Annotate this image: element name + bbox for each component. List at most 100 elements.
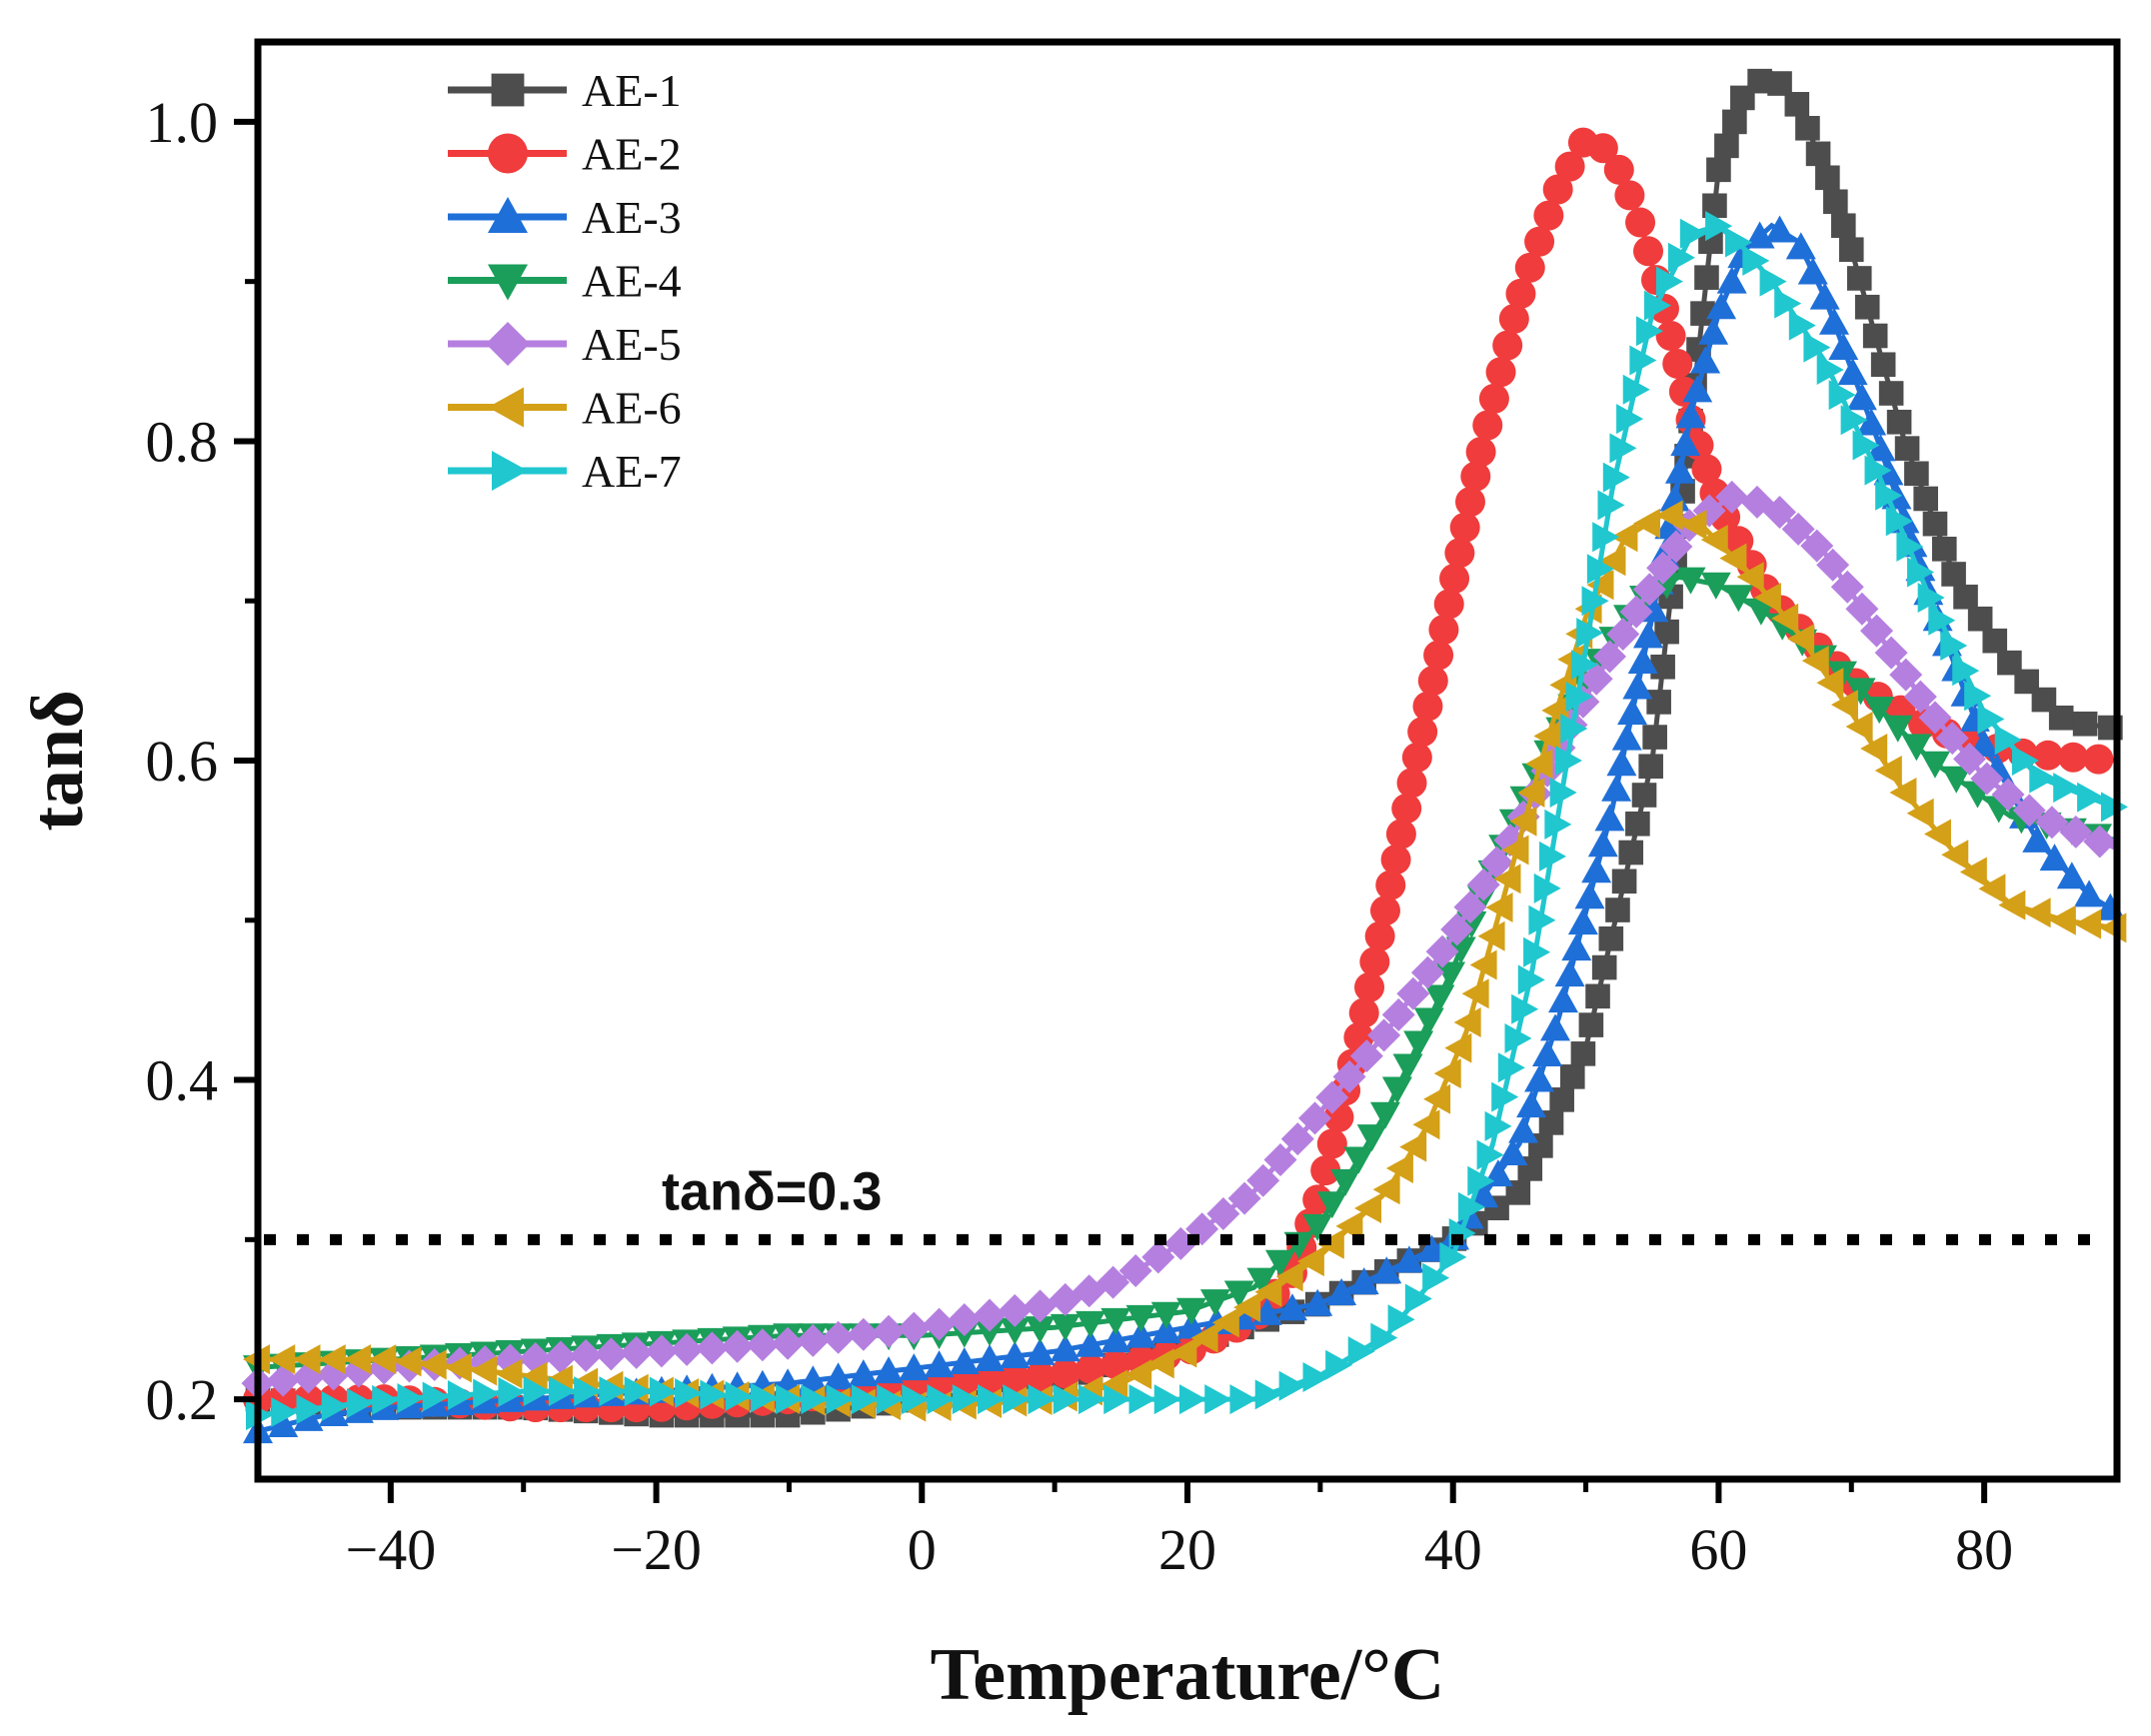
data-point (1978, 873, 2006, 904)
data-point (1190, 1322, 1218, 1353)
data-point (1856, 408, 1887, 436)
data-point (1403, 1030, 1434, 1058)
data-point (1118, 1253, 1152, 1287)
data-point (1592, 522, 1620, 553)
data-point (1492, 330, 1523, 361)
legend-marker (491, 73, 525, 107)
data-point (1484, 1110, 1512, 1141)
data-point (1953, 742, 1987, 776)
data-point (1348, 1267, 1379, 1295)
data-point (1467, 1165, 1495, 1196)
data-point (2072, 711, 2098, 737)
data-point (872, 1314, 906, 1348)
data-point (848, 1359, 879, 1387)
data-point (1100, 1325, 1131, 1353)
data-point (1439, 563, 1470, 594)
data-point (851, 1384, 879, 1415)
data-point (1682, 375, 1713, 403)
data-point (1554, 959, 1585, 987)
data-point (1440, 912, 1474, 946)
data-point (1542, 174, 1573, 205)
data-point (1380, 845, 1411, 875)
data-point (1227, 1181, 1261, 1215)
data-point (1633, 621, 1664, 649)
data-point (1332, 1059, 1366, 1093)
data-point (1585, 983, 1610, 1009)
data-point (1627, 646, 1658, 674)
data-point (1330, 1168, 1361, 1196)
data-point (675, 1377, 703, 1408)
data-point (1523, 936, 1551, 967)
data-point (1469, 949, 1497, 980)
data-point (1560, 714, 1588, 745)
data-point (444, 1352, 472, 1383)
data-point (2083, 744, 2114, 775)
data-point (1913, 486, 1938, 512)
data-point (1050, 1358, 1080, 1389)
data-point (1517, 964, 1545, 995)
data-point (1706, 292, 1737, 320)
data-point (1457, 1191, 1485, 1222)
data-point (2077, 782, 2105, 813)
data-point (1592, 640, 1626, 674)
data-point (548, 1376, 576, 1407)
data-point (1100, 1349, 1131, 1380)
data-point (948, 1303, 982, 1337)
data-point (594, 1337, 628, 1371)
data-point (1694, 265, 1719, 290)
data-point (1828, 332, 1859, 360)
data-point (1896, 531, 1924, 562)
data-point (1280, 1122, 1314, 1156)
data-point (1886, 409, 1912, 435)
data-point (1050, 1334, 1080, 1362)
data-point (1381, 1076, 1412, 1104)
data-point (1565, 682, 1593, 713)
data-point (624, 1376, 652, 1407)
data-point (1578, 1012, 1604, 1037)
y-tick-label: 1.0 (146, 90, 219, 155)
data-point (1771, 603, 1799, 634)
data-point (1445, 936, 1476, 964)
data-point (1594, 804, 1625, 832)
data-point (1559, 1064, 1585, 1089)
data-point (1410, 955, 1444, 989)
data-point (1501, 835, 1529, 866)
data-point (1316, 1128, 1347, 1159)
data-point (321, 1390, 349, 1421)
data-point (1533, 200, 1564, 231)
data-point (1223, 1280, 1254, 1308)
data-point (1664, 456, 1695, 484)
data-point (1922, 511, 1948, 537)
data-point (1591, 954, 1617, 980)
data-point (1028, 1384, 1056, 1415)
data-point (973, 1298, 1007, 1332)
data-point (1931, 536, 1957, 562)
data-point (1675, 567, 1706, 595)
data-point (1511, 993, 1539, 1024)
data-point (1801, 646, 1829, 677)
data-point (2023, 897, 2051, 928)
data-point (1372, 1174, 1400, 1205)
data-point (1000, 1340, 1031, 1368)
data-point (1412, 691, 1443, 722)
data-point (1852, 430, 1880, 461)
data-point (822, 1320, 856, 1354)
data-point (1662, 348, 1693, 379)
data-point (1875, 480, 1903, 511)
data-point (1497, 1138, 1528, 1166)
data-point (1435, 961, 1466, 989)
data-point (2083, 825, 2117, 859)
data-point (1141, 1240, 1175, 1274)
data-point (1000, 1362, 1031, 1393)
data-point (1994, 725, 2022, 756)
data-point (1967, 606, 1993, 632)
data-point (1767, 71, 1792, 96)
data-point (975, 1319, 1006, 1347)
data-point (1175, 1297, 1206, 1325)
data-point (1659, 530, 1693, 564)
data-point (1385, 819, 1416, 850)
data-point (1125, 1304, 1156, 1332)
data-point (1764, 215, 1795, 243)
data-point (1310, 1155, 1341, 1186)
data-point (1638, 754, 1663, 780)
